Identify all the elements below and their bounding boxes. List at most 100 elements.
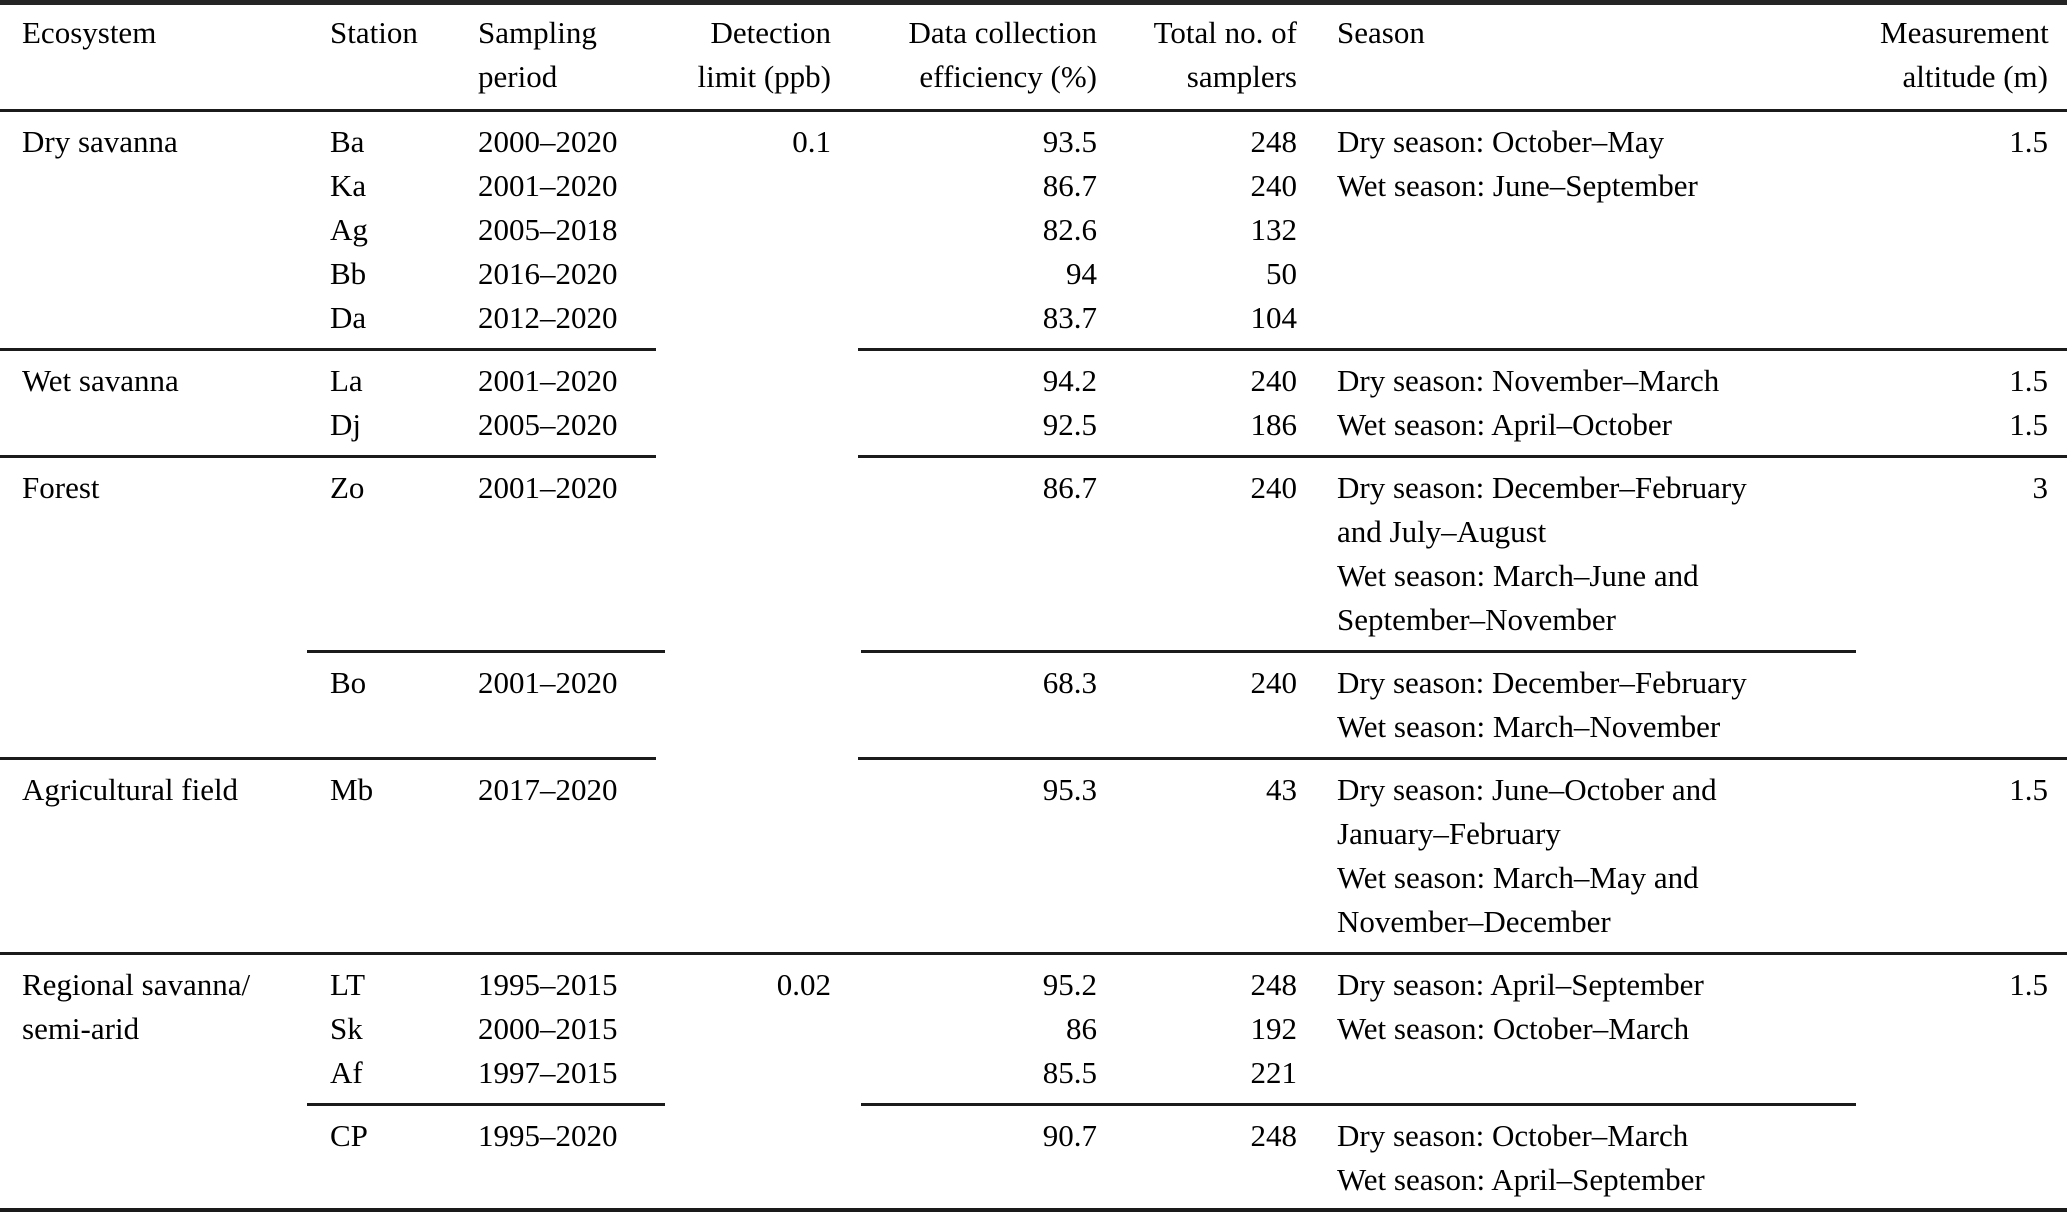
table-row: Wet season: March–May and xyxy=(0,856,2067,900)
cell-altitude: 3 xyxy=(2032,470,2049,505)
table-row: Wet season: March–June and xyxy=(0,554,2067,598)
cell-season: Wet season: June–September xyxy=(1337,168,1698,203)
cell-ecosystem xyxy=(0,705,330,749)
cell-station: Ba xyxy=(330,124,365,159)
cell-efficiency: 90.7 xyxy=(1042,1118,1097,1153)
cell-station: CP xyxy=(330,1118,368,1153)
cell-station xyxy=(330,554,478,598)
cell-efficiency: 92.5 xyxy=(1042,407,1097,442)
section-agricultural-field: Agricultural field Mb 2017–2020 95.3 43 … xyxy=(0,760,2067,952)
cell-samplers: 186 xyxy=(1250,407,1298,442)
table-row: Dj 2005–2020 92.5 186 Wet season: April–… xyxy=(0,403,2067,447)
cell-ecosystem xyxy=(0,164,330,208)
subsection-divider xyxy=(0,650,2067,653)
cell-detection xyxy=(645,598,831,642)
cell-detection xyxy=(645,1114,831,1158)
table-row: Ka 2001–2020 86.7 240 Wet season: June–S… xyxy=(0,164,2067,208)
cell-period xyxy=(478,510,645,554)
cell-season xyxy=(1297,208,1880,252)
subsection-divider xyxy=(0,1103,2067,1106)
cell-detection xyxy=(645,510,831,554)
cell-samplers: 43 xyxy=(1266,772,1297,807)
cell-season: Dry season: October–May xyxy=(1337,124,1665,159)
cell-period: 2001–2020 xyxy=(478,470,618,505)
table-row: January–February xyxy=(0,812,2067,856)
section-divider xyxy=(0,952,2067,955)
header-ecosystem-line2 xyxy=(0,55,330,99)
cell-ecosystem xyxy=(0,403,330,447)
cell-ecosystem: semi-arid xyxy=(22,1011,140,1046)
cell-period xyxy=(478,705,645,749)
cell-detection xyxy=(645,359,831,403)
cell-altitude xyxy=(1880,554,2067,598)
section-divider xyxy=(0,348,2067,351)
cell-detection xyxy=(645,661,831,705)
cell-station xyxy=(330,510,478,554)
header-measurement-altitude: Measurement xyxy=(1880,15,2049,50)
cell-altitude xyxy=(1880,661,2067,705)
cell-ecosystem xyxy=(0,812,330,856)
cell-ecosystem xyxy=(0,252,330,296)
cell-season: Wet season: April–October xyxy=(1337,407,1672,442)
cell-altitude xyxy=(1880,1158,2067,1202)
cell-ecosystem xyxy=(0,1051,330,1095)
cell-altitude: 1.5 xyxy=(2009,407,2048,442)
header-sampling-period-line2: period xyxy=(478,59,558,94)
cell-samplers: 104 xyxy=(1250,300,1298,335)
cell-detection xyxy=(645,812,831,856)
table-row: September–November xyxy=(0,598,2067,642)
cell-efficiency xyxy=(831,856,1097,900)
cell-detection xyxy=(645,900,831,944)
table-row: Da 2012–2020 83.7 104 xyxy=(0,296,2067,340)
cell-altitude xyxy=(1880,856,2067,900)
cell-period xyxy=(478,598,645,642)
cell-station: Ka xyxy=(330,168,367,203)
header-station: Station xyxy=(330,15,418,50)
cell-altitude xyxy=(1880,252,2067,296)
cell-ecosystem: Agricultural field xyxy=(22,772,239,807)
header-detection-limit: Detection xyxy=(710,15,831,50)
cell-efficiency xyxy=(831,705,1097,749)
table-row: November–December xyxy=(0,900,2067,944)
cell-ecosystem xyxy=(0,598,330,642)
header-season: Season xyxy=(1337,15,1425,50)
cell-samplers: 240 xyxy=(1250,363,1298,398)
cell-station xyxy=(330,1158,478,1202)
cell-station: Zo xyxy=(330,470,365,505)
cell-altitude xyxy=(1880,510,2067,554)
cell-period: 2001–2020 xyxy=(478,665,618,700)
cell-period: 1995–2020 xyxy=(478,1118,618,1153)
cell-efficiency: 86.7 xyxy=(1042,470,1097,505)
section-divider xyxy=(0,757,2067,760)
cell-samplers xyxy=(1097,598,1297,642)
table-row: Wet season: April–September xyxy=(0,1158,2067,1202)
cell-ecosystem xyxy=(0,900,330,944)
cell-detection xyxy=(645,1007,831,1051)
cell-station: Ag xyxy=(330,212,368,247)
cell-efficiency xyxy=(831,900,1097,944)
cell-efficiency: 95.2 xyxy=(1042,967,1097,1002)
cell-ecosystem xyxy=(0,554,330,598)
table-row: Forest Zo 2001–2020 86.7 240 Dry season:… xyxy=(0,466,2067,510)
cell-samplers xyxy=(1097,554,1297,598)
cell-efficiency: 95.3 xyxy=(1042,772,1097,807)
table-row: semi-arid Sk 2000–2015 86 192 Wet season… xyxy=(0,1007,2067,1051)
cell-detection xyxy=(645,1051,831,1095)
cell-season: September–November xyxy=(1337,602,1616,637)
header-measurement-altitude-line2: altitude (m) xyxy=(1902,59,2048,94)
section-divider xyxy=(0,455,2067,458)
cell-altitude: 1.5 xyxy=(2009,363,2048,398)
cell-samplers: 240 xyxy=(1250,470,1298,505)
cell-samplers: 221 xyxy=(1250,1055,1298,1090)
cell-period: 2000–2015 xyxy=(478,1011,618,1046)
cell-season: Dry season: December–February xyxy=(1337,665,1747,700)
cell-period xyxy=(478,1158,645,1202)
cell-detection xyxy=(645,1158,831,1202)
cell-period: 2001–2020 xyxy=(478,363,618,398)
header-station-line2 xyxy=(330,55,478,99)
cell-ecosystem: Forest xyxy=(22,470,100,505)
cell-efficiency: 86.7 xyxy=(1042,168,1097,203)
header-sampling-period: Sampling xyxy=(478,15,597,50)
cell-samplers: 192 xyxy=(1250,1011,1298,1046)
cell-detection xyxy=(645,466,831,510)
